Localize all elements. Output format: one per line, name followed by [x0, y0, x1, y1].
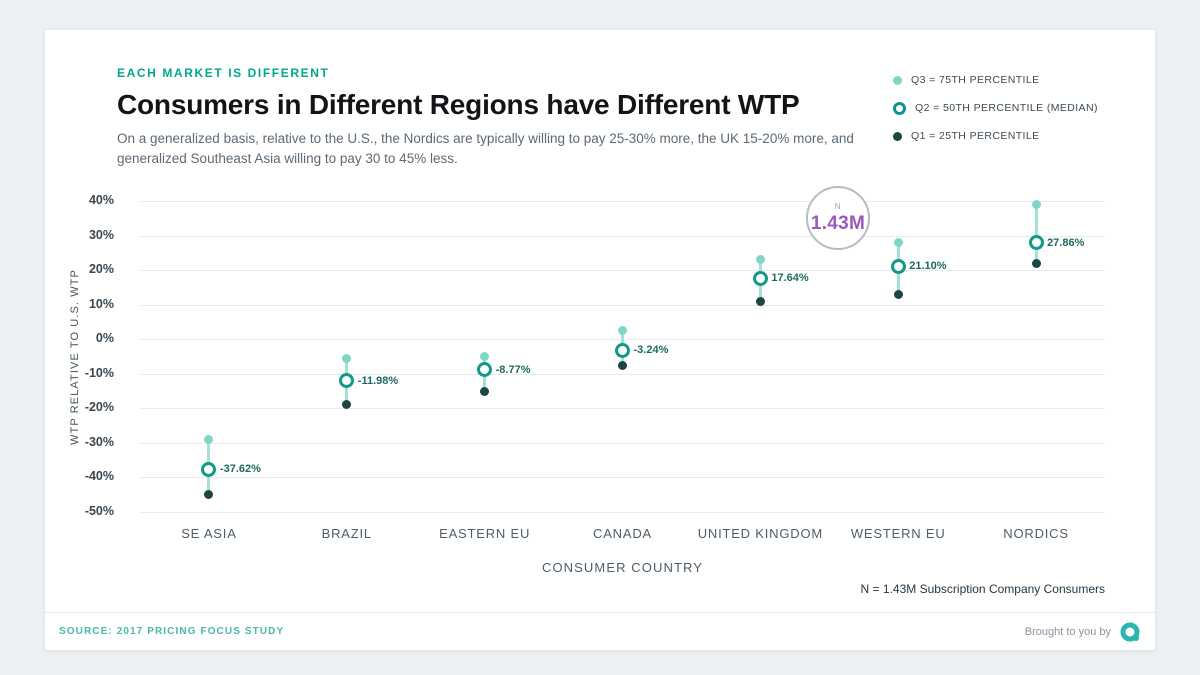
gridline: [140, 201, 1105, 202]
legend-item-label: Q3 = 75TH PERCENTILE: [911, 74, 1040, 86]
q2-legend-icon: [893, 101, 906, 115]
gridline: [140, 235, 1105, 237]
q3-marker: [204, 434, 214, 444]
q3-marker: [1031, 199, 1041, 209]
y-tick-label: -20%: [84, 400, 114, 415]
q1-marker: [1031, 258, 1041, 268]
x-category-label: NORDICS: [1003, 526, 1069, 541]
legend-item-label: Q1 = 25TH PERCENTILE: [911, 130, 1040, 142]
sample-size-label: N: [834, 201, 842, 211]
brought-by-label: Brought to you by: [1024, 625, 1111, 638]
legend-item-q2: Q2 = 50TH PERCENTILE (MEDIAN): [893, 94, 1098, 122]
subtitle-text: On a generalized basis, relative to the …: [117, 131, 854, 166]
brand-logo-icon: [1119, 621, 1141, 643]
median-value-label: -11.98%: [357, 374, 399, 387]
gridline: [140, 512, 1105, 513]
y-tick-label: 40%: [88, 193, 114, 207]
chart-legend: Q3 = 75TH PERCENTILE Q2 = 50TH PERCENTILE…: [893, 66, 1098, 150]
gridline: [140, 270, 1105, 272]
q3-marker: [893, 237, 903, 247]
gridline: [140, 477, 1105, 479]
median-marker: [615, 342, 630, 358]
y-tick-label: 20%: [88, 262, 114, 277]
legend-item-q3: Q3 = 75TH PERCENTILE: [893, 66, 1098, 94]
quartile-range-line: [1034, 204, 1038, 264]
median-marker: [1028, 235, 1044, 251]
sample-size-annotation: N 1.43M: [806, 186, 870, 250]
median-value-label: -37.62%: [219, 463, 261, 476]
median-value-label: 27.86%: [1047, 236, 1085, 249]
header: EACH MARKET IS DIFFERENT Consumers in Di…: [117, 66, 917, 168]
q1-legend-icon: [893, 131, 902, 141]
footnote-text: N = 1.43M Subscription Company Consumers: [860, 582, 1105, 596]
sample-size-value: 1.43M: [810, 212, 866, 234]
q3-marker: [755, 255, 765, 265]
x-category-label: SE ASIA: [181, 526, 237, 541]
q3-marker: [480, 352, 490, 361]
y-tick-label: -30%: [84, 434, 114, 449]
gridline: [140, 442, 1105, 444]
y-tick-label: -50%: [84, 504, 114, 518]
gridline: [140, 304, 1105, 306]
page-title: Consumers in Different Regions have Diff…: [117, 89, 800, 120]
x-category-label: UNITED KINGDOM: [697, 526, 823, 541]
y-tick-label: 30%: [88, 227, 114, 242]
plot-area: N 1.43M -37.62% SE ASIA -11.98% BRAZIL -8.77…: [140, 186, 1105, 541]
q1-marker: [480, 386, 490, 396]
infographic-card: EACH MARKET IS DIFFERENT Consumers in Di…: [45, 30, 1155, 650]
q1-marker: [893, 289, 903, 299]
q3-marker: [618, 326, 627, 336]
median-value-label: 21.10%: [909, 260, 947, 273]
x-category-label: WESTERN EU: [850, 526, 946, 541]
x-axis-title: CONSUMER COUNTRY: [541, 560, 704, 575]
brought-by: Brought to you by: [1025, 621, 1141, 643]
median-marker: [890, 258, 906, 274]
legend-item-q1: Q1 = 25TH PERCENTILE: [893, 122, 1098, 150]
y-tick-label: -10%: [84, 365, 114, 380]
y-tick-label: 0%: [95, 331, 114, 346]
x-category-label: CANADA: [593, 526, 652, 541]
q1-marker: [342, 400, 352, 410]
median-value-label: 17.64%: [771, 272, 809, 285]
legend-item-label: Q2 = 50TH PERCENTILE (MEDIAN): [915, 102, 1098, 114]
median-value-label: -3.24%: [633, 344, 669, 357]
y-tick-label: -40%: [84, 469, 114, 484]
q1-marker: [618, 360, 627, 370]
source-text: SOURCE: 2017 PRICING FOCUS STUDY: [59, 626, 285, 637]
y-axis-ticks: 40% 30% 20% 10% 0% -10% -20% -30% -40% -50%: [45, 193, 128, 518]
eyebrow-text: EACH MARKET IS DIFFERENT: [117, 66, 330, 80]
q1-marker: [755, 296, 765, 306]
card-footer: SOURCE: 2017 PRICING FOCUS STUDY Brought…: [45, 612, 1155, 650]
y-tick-label: 10%: [88, 296, 114, 311]
median-marker: [339, 373, 355, 389]
gridline: [140, 373, 1105, 375]
gridline: [140, 408, 1105, 410]
q3-legend-icon: [893, 75, 902, 85]
median-marker: [477, 362, 493, 378]
q3-marker: [342, 353, 352, 363]
q1-marker: [204, 490, 214, 500]
median-marker: [752, 270, 768, 286]
median-value-label: -8.77%: [495, 363, 531, 376]
median-marker: [201, 461, 217, 477]
x-category-label: EASTERN EU: [439, 526, 531, 541]
x-category-label: BRAZIL: [321, 526, 372, 541]
